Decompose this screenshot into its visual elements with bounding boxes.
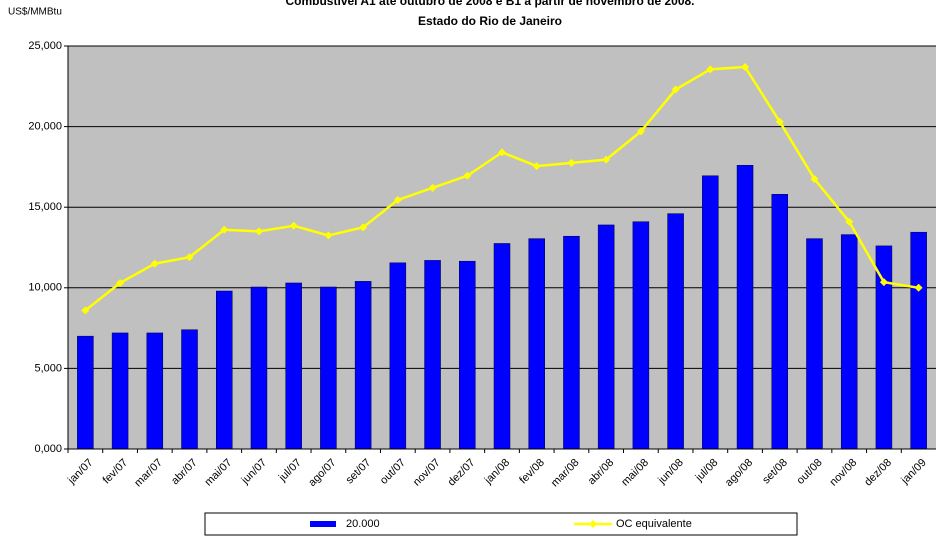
marker [150,259,159,268]
chart-title: Combustível A1 até outubro de 2008 e B1 … [285,0,694,8]
marker [185,253,194,262]
marker [116,278,125,287]
x-tick-label: ago/08 [723,457,755,489]
legend-label: 20.000 [346,518,380,530]
bar [806,238,823,450]
marker [741,62,750,71]
x-tick-label: nov/08 [828,457,860,489]
marker [81,306,90,315]
x-tick-label: mar/07 [132,457,165,490]
y-tick-label: 10,000 [28,282,62,294]
bar [146,332,164,450]
bar [736,165,754,450]
bar [493,243,511,450]
marker [914,283,923,292]
marker [706,65,715,74]
legend-marker [589,520,597,528]
x-tick-label: jan/09 [898,457,928,487]
x-tick-label: out/08 [795,457,825,487]
bar [771,194,789,450]
x-tick-label: jun/08 [655,457,685,487]
bar [459,260,476,450]
marker [810,174,819,183]
x-tick-label: jul/07 [276,457,304,485]
marker [567,158,576,167]
x-tick-label: jan/07 [65,457,95,487]
marker [636,127,645,136]
x-tick-label: jul/08 [693,457,721,485]
marker [498,148,506,157]
x-tick-label: set/08 [760,457,790,487]
bar [875,245,893,450]
marker [671,85,680,94]
bar [910,231,927,450]
x-tick-label: dez/07 [446,457,478,489]
x-tick-label: abr/07 [169,457,200,488]
marker [289,221,298,230]
x-tick-label: set/07 [344,457,374,487]
x-tick-label: fev/07 [101,457,131,487]
bar [181,329,198,450]
bar [563,235,580,450]
marker [775,117,784,126]
x-tick-label: mar/08 [549,457,582,490]
legend-swatch [310,521,336,527]
y-tick-label: 20,000 [28,121,62,133]
bar [840,234,858,450]
legend-box [204,512,798,536]
bar [215,290,233,450]
bar [597,224,615,450]
marker [324,231,333,240]
x-tick-label: mai/08 [619,457,651,489]
marker [845,217,854,226]
marker [602,155,611,164]
bar [250,286,268,450]
y-axis-label: US$/MMBtu [8,7,62,18]
chart-subtitle: Estado do Rio de Janeiro [418,14,562,28]
bar [424,260,441,450]
marker [359,223,368,232]
bar [632,221,650,450]
x-tick-label: mai/07 [203,457,235,489]
bar [702,175,719,450]
y-tick-label: 25,000 [28,40,62,52]
x-tick-label: fev/08 [517,457,547,487]
marker [428,183,437,192]
x-tick-label: dez/08 [862,457,894,489]
x-tick-label: out/07 [378,457,408,487]
x-tick-label: nov/07 [411,457,443,489]
x-tick-label: ago/07 [306,457,338,489]
bar [354,281,372,450]
bar [320,286,337,450]
marker [254,227,263,236]
x-tick-label: jun/07 [239,457,269,487]
y-tick-label: 15,000 [28,201,62,213]
marker [220,225,229,234]
bar [285,282,302,450]
bar [528,238,545,450]
marker [532,162,541,171]
x-tick-label: abr/08 [586,457,617,488]
bar [77,335,94,450]
bar [111,332,129,450]
legend-label: OC equivalente [616,518,692,530]
y-tick-label: 5,000 [34,362,62,374]
marker [463,171,472,180]
bar [389,262,407,450]
marker [879,278,888,287]
y-tick-label: 0,000 [34,443,62,455]
marker [393,195,402,204]
bar [667,213,684,450]
x-tick-label: jan/08 [482,457,512,487]
